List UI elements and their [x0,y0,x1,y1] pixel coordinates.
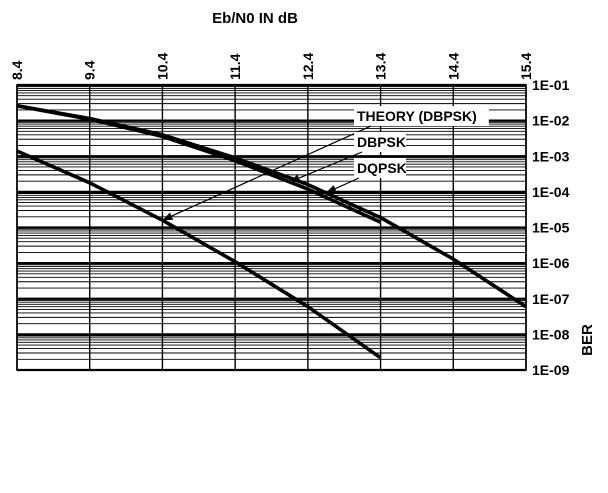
x-tick-label: 15.4 [518,53,534,80]
annotation-arrow [162,125,372,221]
y-tick-label: 1E-01 [532,77,570,93]
annotation-bg [354,106,489,126]
y-tick-label: 1E-04 [532,184,570,200]
annotation-bg [354,158,406,178]
x-tick-labels: 8.4 9.4 10.4 11.4 12.4 13.4 14.4 15.4 [9,53,534,80]
y-tick-label: 1E-05 [532,220,570,236]
annotation-bg [354,132,406,152]
x-tick-label: 8.4 [9,60,25,80]
x-axis-label: Eb/N0 IN dB [212,10,298,27]
y-tick-label: 1E-03 [532,148,570,164]
grid [16,83,527,372]
x-tick-label: 9.4 [82,60,98,80]
annotation-label: THEORY (DBPSK) [357,108,477,124]
y-tick-label: 1E-07 [532,291,570,307]
y-tick-label: 1E-09 [532,362,570,378]
x-tick-label: 12.4 [300,53,316,80]
x-tick-label: 14.4 [445,53,461,80]
annotation-arrowhead [162,212,174,221]
annotation-label: DQPSK [357,160,407,176]
x-tick-label: 13.4 [373,53,389,80]
annotations: THEORY (DBPSK) DBPSK DQPSK [162,106,489,221]
annotation-arrowhead [326,185,337,193]
y-tick-label: 1E-08 [532,326,570,342]
series-line-0 [16,149,382,360]
plot-frame [16,84,527,371]
y-tick-label: 1E-02 [532,113,570,129]
x-tick-label: 11.4 [227,53,243,80]
annotation-label: DBPSK [357,134,406,150]
annotation-arrow [289,151,363,183]
series-lines [16,104,527,360]
y-axis-label: BER [579,324,596,356]
y-tick-labels: 1E-01 1E-02 1E-03 1E-04 1E-05 1E-06 1E-07 1E-08… [532,77,570,378]
x-tick-label: 10.4 [154,53,170,80]
y-tick-label: 1E-06 [532,255,570,271]
annotation-arrowhead [289,174,301,182]
